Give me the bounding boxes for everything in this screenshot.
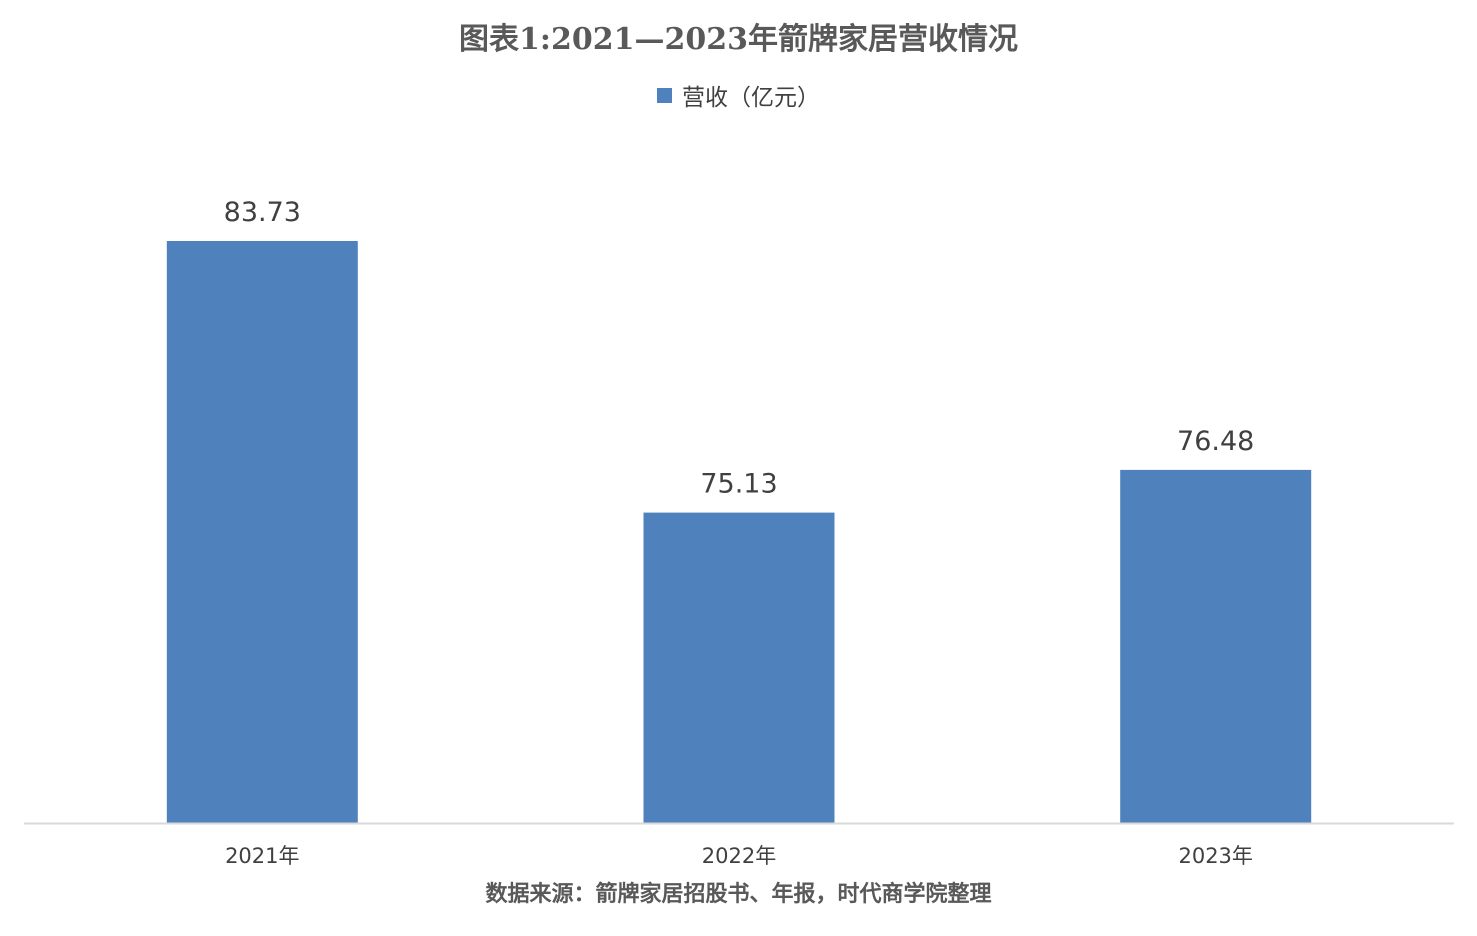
legend-swatch: [657, 87, 672, 103]
x-tick-label-1: 2021年: [225, 844, 299, 868]
x-tick-label-3: 2023年: [1178, 844, 1252, 868]
legend: 营收（亿元）: [0, 78, 1477, 112]
bar-3: [1120, 469, 1312, 823]
bar-2: [643, 512, 835, 823]
legend-label: 营收（亿元）: [682, 85, 820, 111]
data-label-2: 75.13: [700, 469, 777, 500]
chart-title: 图表1:2021—2023年箭牌家居营收情况: [459, 22, 1018, 57]
data-label-1: 83.73: [224, 197, 301, 228]
source-note: 数据来源：箭牌家居招股书、年报，时代商学院整理: [485, 881, 992, 907]
data-label-3: 76.48: [1177, 426, 1254, 457]
x-tick-label-2: 2022年: [702, 844, 776, 868]
bar-1: [166, 241, 358, 823]
